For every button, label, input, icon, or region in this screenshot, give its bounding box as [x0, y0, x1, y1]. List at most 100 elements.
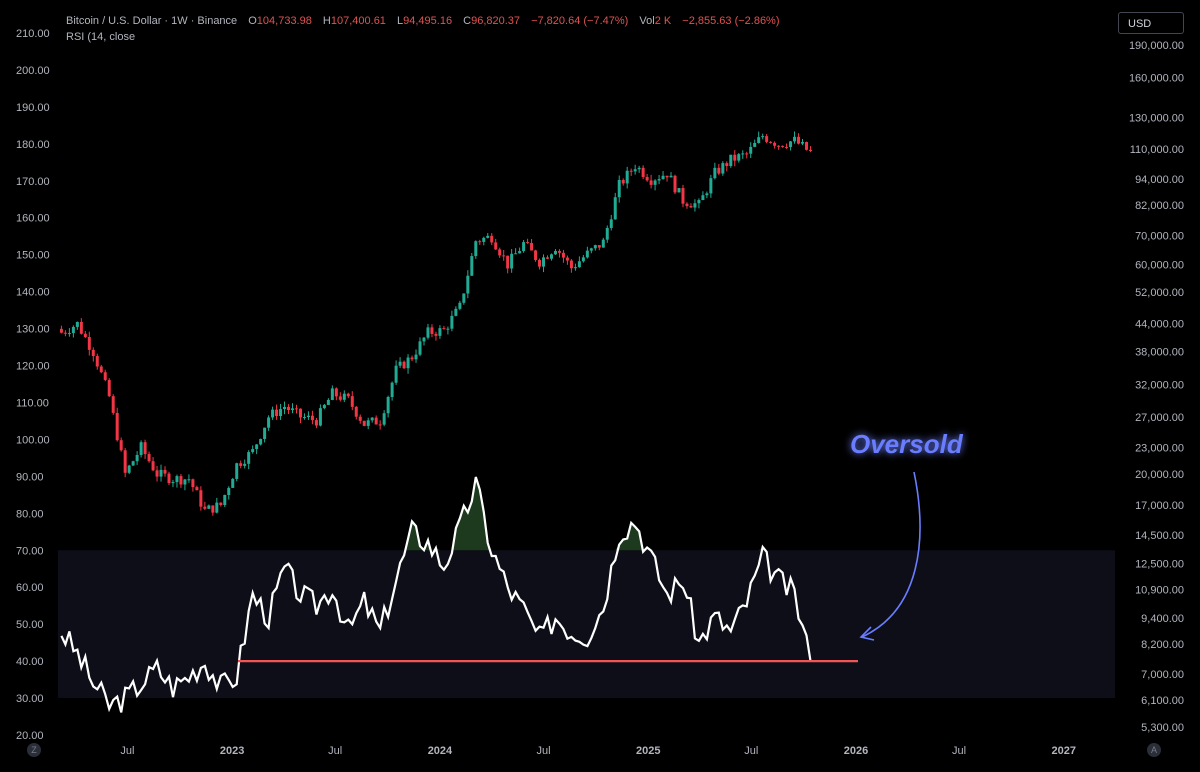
candle-body: [83, 333, 87, 338]
candle-body: [63, 332, 67, 334]
candle-body: [422, 337, 426, 342]
left-tick-label: 200.00: [16, 65, 50, 77]
candle-body: [601, 239, 605, 248]
candle-body: [287, 406, 291, 411]
candle-body: [697, 200, 701, 204]
candle-body: [526, 242, 530, 244]
candle-body: [609, 219, 613, 228]
time-tick-label: 2026: [844, 745, 868, 757]
candle-body: [275, 409, 279, 417]
candle-body: [271, 409, 275, 418]
candle-body: [386, 396, 390, 414]
candle-body: [119, 440, 123, 451]
candle-body: [729, 154, 733, 167]
rsi-band: [58, 550, 1115, 699]
candle-body: [573, 267, 577, 269]
candle-body: [310, 415, 314, 421]
time-tick-label: 2024: [428, 745, 453, 757]
candle-body: [231, 478, 235, 488]
candle-body: [534, 250, 538, 260]
time-tick-label: Jul: [120, 745, 134, 757]
candle-body: [147, 454, 151, 462]
rsi-legend[interactable]: RSI (14, close: [66, 31, 136, 43]
candle-body: [681, 188, 685, 204]
candle-body: [549, 254, 553, 259]
candle-body: [633, 169, 637, 172]
candle-body: [629, 170, 633, 172]
candle-body: [394, 365, 398, 383]
candle-body: [553, 250, 557, 255]
right-tick-label: 20,000.00: [1135, 469, 1184, 481]
candle-body: [581, 257, 585, 262]
candle-body: [259, 438, 263, 445]
candle-body: [426, 327, 430, 338]
right-tick-label: 44,000.00: [1135, 319, 1184, 331]
currency-button[interactable]: USD: [1118, 12, 1184, 34]
candle-body: [585, 250, 589, 258]
log-scale-toggle[interactable]: Z: [27, 743, 41, 757]
candle-body: [243, 463, 247, 466]
oversold-arrow: [861, 471, 921, 638]
candle-body: [589, 248, 593, 251]
candle-body: [649, 180, 653, 185]
candle-body: [247, 452, 251, 464]
low-value: 94,495.16: [403, 15, 453, 27]
close-label: C: [463, 15, 472, 27]
candle-body: [135, 454, 139, 462]
candle-body: [267, 417, 271, 428]
left-tick-label: 90.00: [16, 471, 44, 483]
candle-body: [362, 420, 366, 426]
candle-body: [107, 379, 111, 397]
auto-scale-toggle[interactable]: A: [1147, 743, 1161, 757]
candle-body: [79, 321, 83, 334]
candle-body: [374, 417, 378, 425]
candle-body: [318, 408, 322, 426]
candle-body: [390, 382, 394, 397]
candle-body: [781, 145, 785, 147]
candle-body: [665, 175, 669, 178]
candle-body: [741, 153, 745, 155]
left-tick-label: 180.00: [16, 139, 50, 151]
left-tick-label: 120.00: [16, 361, 50, 373]
candle-body: [494, 242, 498, 250]
right-tick-label: 7,000.00: [1141, 669, 1184, 681]
candle-body: [326, 399, 330, 405]
candle-body: [466, 275, 470, 294]
candle-body: [115, 412, 119, 441]
candle-body: [358, 416, 362, 421]
left-tick-label: 110.00: [16, 397, 49, 409]
candle-body: [334, 388, 338, 397]
right-tick-label: 110,000.00: [1130, 144, 1184, 156]
candle-body: [306, 415, 310, 418]
candle-body: [597, 245, 601, 248]
candle-body: [777, 145, 781, 147]
candle-body: [713, 167, 717, 179]
left-tick-label: 190.00: [16, 102, 50, 114]
candle-body: [215, 502, 219, 513]
candle-body: [87, 337, 91, 350]
candle-body: [71, 326, 75, 334]
candle-body: [99, 366, 103, 373]
candle-body: [793, 136, 797, 142]
candle-body: [797, 136, 801, 144]
candle-body: [91, 349, 95, 357]
candle-body: [546, 257, 550, 259]
candle-body: [414, 354, 418, 360]
candle-body: [625, 170, 629, 184]
right-tick-label: 17,000.00: [1135, 500, 1184, 512]
low-label: L: [397, 15, 404, 27]
candle-body: [283, 406, 287, 410]
candle-body: [354, 406, 358, 417]
time-tick-label: Jul: [328, 745, 342, 757]
candle-body: [657, 179, 661, 181]
candle-body: [689, 206, 693, 208]
volume-label: Vol: [639, 15, 655, 27]
left-tick-label: 30.00: [16, 693, 44, 705]
right-tick-label: 52,000.00: [1135, 287, 1184, 299]
candle-body: [207, 505, 211, 509]
candle-body: [159, 469, 163, 477]
candle-body: [745, 153, 749, 155]
candle-body: [522, 242, 526, 252]
candle-body: [737, 154, 741, 161]
